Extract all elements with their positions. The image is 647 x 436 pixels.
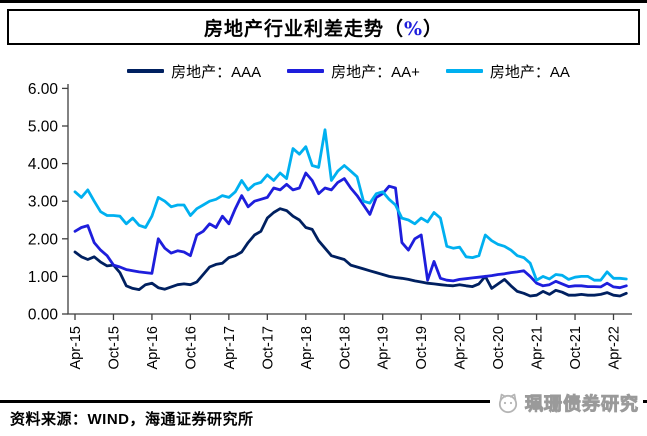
svg-text:Apr-21: Apr-21 xyxy=(530,326,546,370)
legend-label-aa: 房地产：AA xyxy=(489,63,570,81)
svg-text:6.00: 6.00 xyxy=(28,81,59,98)
svg-text:Apr-16: Apr-16 xyxy=(145,326,161,370)
legend-item-aa: 房地产：AA xyxy=(445,61,570,82)
top-border-line xyxy=(0,0,647,3)
svg-text:4.00: 4.00 xyxy=(28,156,59,173)
svg-text:Apr-15: Apr-15 xyxy=(68,326,84,370)
svg-text:Apr-22: Apr-22 xyxy=(607,326,623,370)
paren-close: ） xyxy=(423,17,444,40)
svg-text:Oct-19: Oct-19 xyxy=(414,326,430,370)
chart-title-text: 房地产行业利差走势 xyxy=(203,17,384,40)
watermark-text: 珮珊债券研究 xyxy=(525,394,639,415)
svg-text:Oct-17: Oct-17 xyxy=(260,326,276,370)
percent-sign: % xyxy=(403,17,424,40)
svg-text:Oct-16: Oct-16 xyxy=(183,326,199,370)
svg-text:1.00: 1.00 xyxy=(28,269,59,286)
legend: 房地产：AAA 房地产：AA+ 房地产：AA xyxy=(60,58,637,84)
legend-label-aa-plus: 房地产：AA+ xyxy=(331,63,420,81)
legend-item-aa-plus: 房地产：AA+ xyxy=(287,61,420,82)
svg-text:0.00: 0.00 xyxy=(28,307,59,324)
watermark: 珮珊债券研究 xyxy=(490,388,643,418)
svg-text:Apr-17: Apr-17 xyxy=(222,326,238,370)
footer-separator-line xyxy=(0,400,647,403)
svg-text:Oct-20: Oct-20 xyxy=(491,326,507,370)
svg-text:Apr-19: Apr-19 xyxy=(376,326,392,370)
legend-item-aaa: 房地产：AAA xyxy=(127,61,261,82)
source-text: 资料来源：WIND，海通证券研究所 xyxy=(10,411,254,428)
chart-title: 房地产行业利差走势（%） xyxy=(204,14,443,41)
svg-text:5.00: 5.00 xyxy=(28,119,59,136)
paren-open: （ xyxy=(383,17,404,40)
legend-line-aa-plus-icon xyxy=(287,68,325,74)
legend-line-aa-icon xyxy=(445,68,483,74)
svg-text:2.00: 2.00 xyxy=(28,231,59,248)
svg-text:Oct-18: Oct-18 xyxy=(337,326,353,370)
cat-logo-icon xyxy=(498,393,518,414)
svg-text:Oct-15: Oct-15 xyxy=(106,326,122,370)
svg-text:Apr-18: Apr-18 xyxy=(299,326,315,370)
chart-title-box: 房地产行业利差走势（%） xyxy=(7,9,640,45)
svg-text:3.00: 3.00 xyxy=(28,194,59,211)
legend-line-aaa-icon xyxy=(127,68,165,74)
legend-label-aaa: 房地产：AAA xyxy=(171,63,262,81)
svg-text:Oct-21: Oct-21 xyxy=(568,326,584,370)
svg-text:Apr-20: Apr-20 xyxy=(453,326,469,370)
